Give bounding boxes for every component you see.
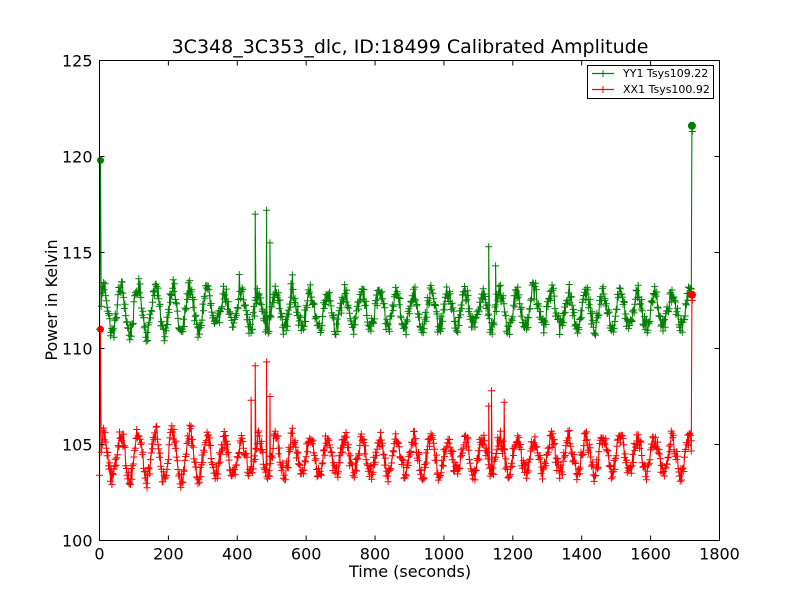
legend-marker-xx1 xyxy=(599,86,607,93)
series-markers-1 xyxy=(96,291,696,492)
x-tick-label: 0 xyxy=(94,545,104,564)
plot-frame xyxy=(99,60,720,541)
ticks-layer: 0 200 400 600 800 1000 1200 1400 1600 1800 100 105 1… xyxy=(62,52,740,564)
legend-label-yy1: YY1 Tsys109.22 xyxy=(622,67,708,80)
x-tick-label: 1600 xyxy=(630,545,671,564)
series-end-point-1 xyxy=(687,290,696,299)
x-tick-label: 1400 xyxy=(561,545,602,564)
y-axis-label: Power in Kelvin xyxy=(42,239,61,360)
series-line-1 xyxy=(98,294,693,488)
y-tick-label: 110 xyxy=(62,340,93,359)
series-start-point-0 xyxy=(97,156,105,164)
y-tick-label: 125 xyxy=(62,52,93,71)
legend: YY1 Tsys109.22 XX1 Tsys100.92 xyxy=(587,65,714,99)
x-tick-label: 1000 xyxy=(424,545,465,564)
series-layer xyxy=(96,121,696,492)
y-tick-label: 115 xyxy=(62,244,93,263)
series-start-point-1 xyxy=(97,325,105,333)
x-tick-label: 400 xyxy=(222,545,253,564)
legend-entry-yy1: YY1 Tsys109.22 xyxy=(592,67,708,80)
y-tick-label: 120 xyxy=(62,148,93,167)
x-tick-label: 600 xyxy=(291,545,322,564)
legend-label-xx1: XX1 Tsys100.92 xyxy=(623,83,710,96)
x-tick-label: 1200 xyxy=(492,545,533,564)
series-markers-0 xyxy=(96,122,696,345)
x-tick-label: 200 xyxy=(153,545,184,564)
chart-title: 3C348_3C353_dlc, ID:18499 Calibrated Amp… xyxy=(172,36,649,58)
x-tick-label: 800 xyxy=(360,545,391,564)
x-axis-label: Time (seconds) xyxy=(348,562,471,581)
legend-marker-yy1 xyxy=(599,70,607,77)
y-tick-label: 105 xyxy=(62,436,93,455)
x-tick-label: 1800 xyxy=(699,545,740,564)
legend-entry-xx1: XX1 Tsys100.92 xyxy=(592,83,710,96)
legend-box xyxy=(587,65,714,99)
y-tick-label: 100 xyxy=(62,532,93,551)
series-end-point-0 xyxy=(687,121,696,130)
